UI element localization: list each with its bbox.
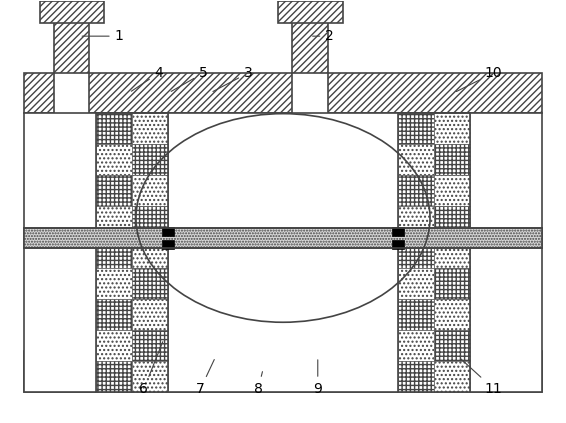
Bar [132,268,168,299]
Bar [398,113,470,392]
Bar [328,73,542,113]
Bar [434,206,470,237]
Bar [96,113,132,144]
Bar [96,206,132,237]
Bar [24,113,542,392]
Bar [434,175,470,206]
Bar [132,113,168,144]
Bar [96,330,132,361]
Bar [132,206,168,237]
Text: 9: 9 [314,360,322,396]
Text: 8: 8 [254,372,263,396]
Bar [96,268,132,299]
Bar [278,1,342,23]
Bar [96,144,132,175]
Bar [434,237,470,268]
Bar [40,1,104,23]
Bar [89,73,292,113]
Bar [434,268,470,299]
Bar [392,240,404,249]
Text: 4: 4 [131,66,163,91]
Bar [398,268,434,299]
Bar [398,330,434,361]
Bar [434,144,470,175]
Bar [434,361,470,392]
Bar [434,330,470,361]
Bar [398,175,434,206]
Bar [24,351,542,392]
Bar [398,361,434,392]
Bar [132,299,168,330]
Text: 2: 2 [312,29,334,43]
Bar [96,113,168,392]
Bar [398,237,434,268]
Text: 10: 10 [456,66,503,91]
Bar [54,1,89,73]
Bar [132,330,168,361]
Bar [434,113,470,144]
Bar [96,237,132,268]
Bar [398,299,434,330]
Text: 1: 1 [82,29,123,43]
Bar [162,227,174,236]
Bar [96,299,132,330]
Bar [398,113,434,144]
Bar [392,227,404,236]
Text: 5: 5 [171,66,208,91]
Bar [434,299,470,330]
Text: 6: 6 [139,342,163,396]
Text: 11: 11 [461,359,503,396]
Bar [132,237,168,268]
Bar [96,175,132,206]
Bar [162,240,174,249]
Bar [132,175,168,206]
Bar [398,206,434,237]
Bar [24,228,542,248]
Bar [292,1,328,73]
Bar [24,73,54,113]
Bar [96,361,132,392]
Bar [132,361,168,392]
Bar [132,144,168,175]
Bar [398,144,434,175]
Text: 7: 7 [196,360,215,396]
Text: 3: 3 [213,66,252,91]
